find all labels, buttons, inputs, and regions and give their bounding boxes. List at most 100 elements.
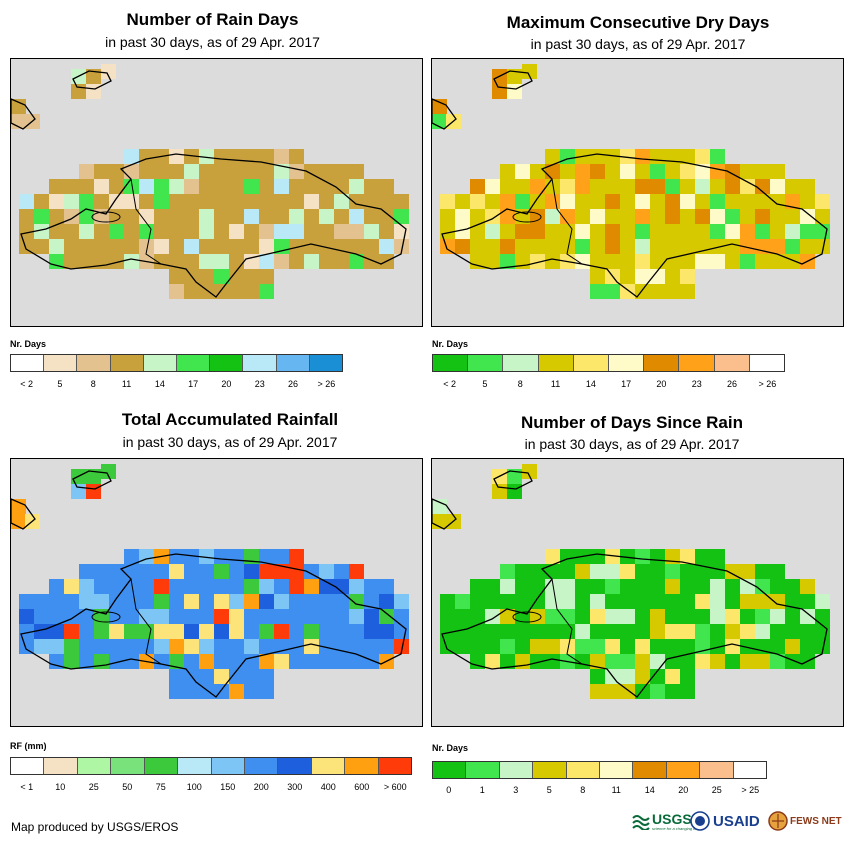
legend-swatch	[243, 355, 277, 371]
grid-cell	[800, 194, 815, 209]
grid-cell	[289, 179, 304, 194]
grid-cell	[530, 654, 545, 669]
grid-cell	[244, 239, 259, 254]
legend-swatch	[600, 762, 634, 778]
grid-cell	[507, 84, 522, 99]
grid-cell	[124, 149, 139, 164]
grid-cell	[94, 564, 109, 579]
grid-cell	[470, 639, 485, 654]
grid-cell	[575, 624, 590, 639]
grid-cell	[545, 549, 560, 564]
grid-cell	[575, 654, 590, 669]
legend-tick-label: 14	[644, 785, 655, 795]
grid-cell	[755, 564, 770, 579]
grid-cell	[710, 609, 725, 624]
panel-subtitle: in past 30 days, as of 29 Apr. 2017	[122, 434, 338, 450]
grid-cell	[440, 209, 455, 224]
grid-cell	[19, 239, 34, 254]
grid-cell	[244, 579, 259, 594]
grid-cell	[139, 164, 154, 179]
grid-cell	[680, 549, 695, 564]
grid-cell	[394, 239, 409, 254]
island-coastline	[72, 70, 112, 90]
grid-cell	[244, 209, 259, 224]
grid-cell	[560, 224, 575, 239]
grid-cell	[650, 194, 665, 209]
grid-cell	[470, 624, 485, 639]
grid-cell	[590, 194, 605, 209]
grid-cell	[319, 579, 334, 594]
grid-cell	[680, 224, 695, 239]
grid-cell	[349, 239, 364, 254]
grid-cell	[665, 164, 680, 179]
grid-cell	[500, 639, 515, 654]
grid-cell	[229, 284, 244, 299]
grid-cell	[364, 179, 379, 194]
grid-cell	[605, 194, 620, 209]
grid-cell	[139, 624, 154, 639]
grid-cell	[169, 639, 184, 654]
grid-cell	[432, 499, 447, 514]
grid-cell	[289, 549, 304, 564]
map-days-since-rain	[431, 458, 844, 727]
legend-swatch	[644, 355, 680, 371]
legend-tick-labels: < 1 10 25 50 75 100 150 200 300 400 600 > 600	[10, 782, 412, 794]
grid-cell	[79, 594, 94, 609]
grid-cell	[199, 609, 214, 624]
legend-swatch	[111, 758, 145, 774]
grid-cell	[214, 164, 229, 179]
grid-cell	[785, 254, 800, 269]
grid-cell	[485, 594, 500, 609]
legend-swatch	[679, 355, 715, 371]
grid-cell	[620, 564, 635, 579]
legend-tick-label: 0	[446, 785, 452, 795]
grid-cell	[349, 209, 364, 224]
grid-cell	[214, 149, 229, 164]
grid-cell	[695, 564, 710, 579]
grid-cell	[800, 209, 815, 224]
grid-cell	[94, 594, 109, 609]
fewsnet-logo: FEWS NET	[768, 808, 842, 834]
grid-cell	[575, 209, 590, 224]
grid-cell	[575, 609, 590, 624]
grid-cell	[485, 654, 500, 669]
legend-swatch	[345, 758, 379, 774]
grid-cell	[199, 269, 214, 284]
legend-swatch	[533, 762, 567, 778]
grid-cell	[710, 594, 725, 609]
grid-cell	[79, 609, 94, 624]
hispaniola-coastline	[441, 153, 828, 298]
grid-cell	[590, 594, 605, 609]
panel-title: Number of Days Since Rain	[520, 413, 743, 432]
grid-cell	[492, 484, 507, 499]
grid-cell	[725, 254, 740, 269]
legend-swatch	[311, 758, 346, 774]
grid-cell	[34, 239, 49, 254]
hispaniola-coastline	[20, 153, 407, 298]
hispaniola-coastline	[20, 553, 407, 698]
legend-tick-label: 14	[585, 379, 596, 389]
grid-cell	[154, 609, 169, 624]
grid-cell	[725, 194, 740, 209]
grid-cell	[665, 684, 680, 699]
grid-cell	[169, 564, 184, 579]
grid-cell	[169, 549, 184, 564]
grid-cell	[19, 194, 34, 209]
grid-cell	[364, 209, 379, 224]
grid-cell	[364, 624, 379, 639]
legend-tick-label: 150	[220, 782, 236, 792]
map-canvas	[432, 64, 830, 299]
grid-cell	[154, 564, 169, 579]
grid-cell	[64, 594, 79, 609]
grid-cell	[289, 239, 304, 254]
grid-cell	[530, 624, 545, 639]
grid-cell	[725, 639, 740, 654]
grid-cell	[289, 624, 304, 639]
grid-cell	[274, 224, 289, 239]
grid-cell	[184, 179, 199, 194]
grid-cell	[49, 254, 64, 269]
grid-cell	[169, 684, 184, 699]
grid-cell	[379, 194, 394, 209]
grid-cell	[665, 624, 680, 639]
island-coastline	[493, 70, 533, 90]
